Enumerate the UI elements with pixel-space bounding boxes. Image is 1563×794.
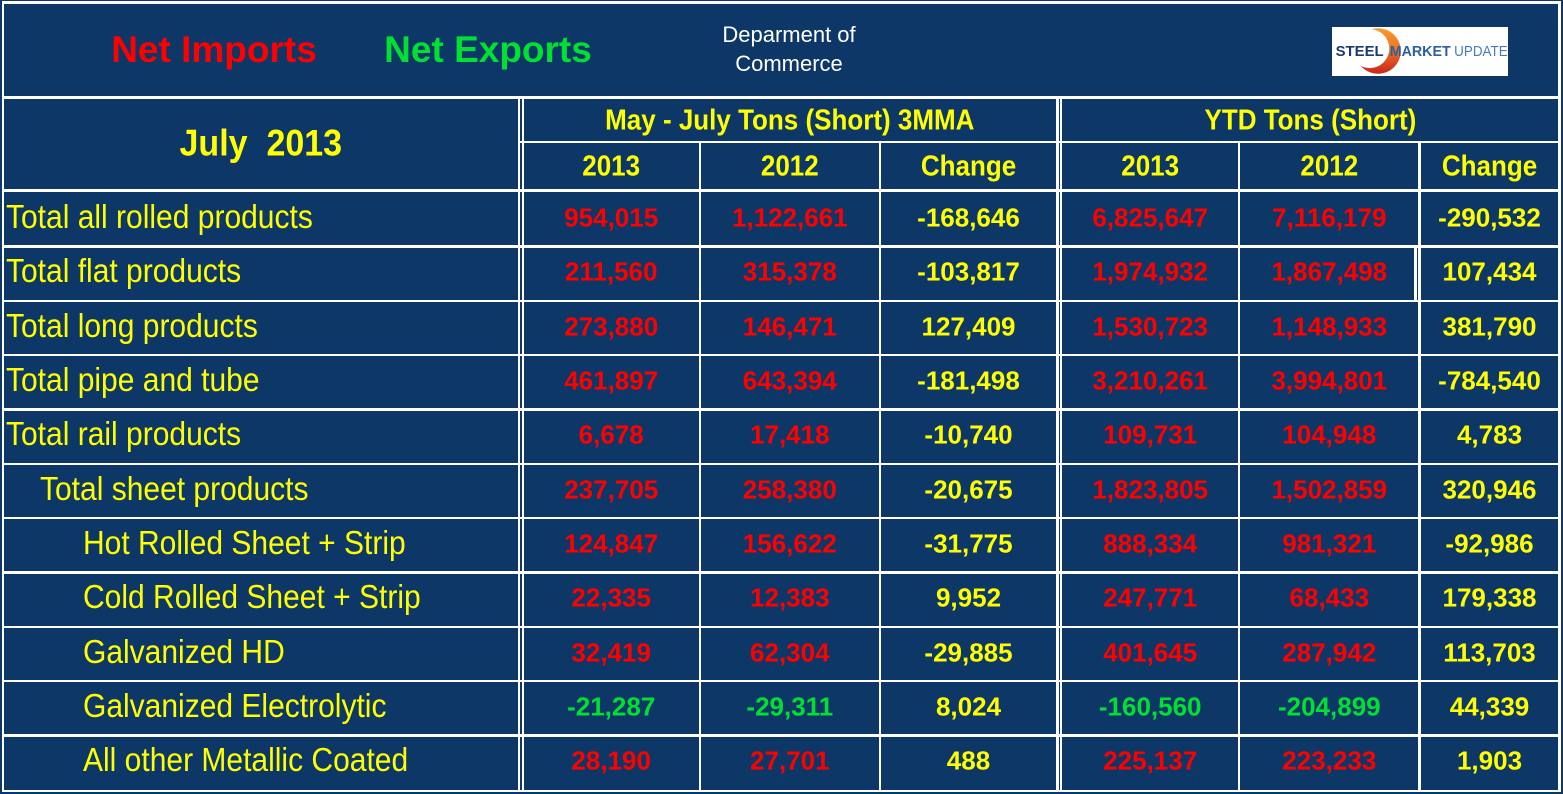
svg-text:UPDATE: UPDATE: [1454, 44, 1508, 60]
svg-text:MARKET: MARKET: [1389, 44, 1450, 60]
svg-text:STEEL: STEEL: [1335, 44, 1383, 60]
